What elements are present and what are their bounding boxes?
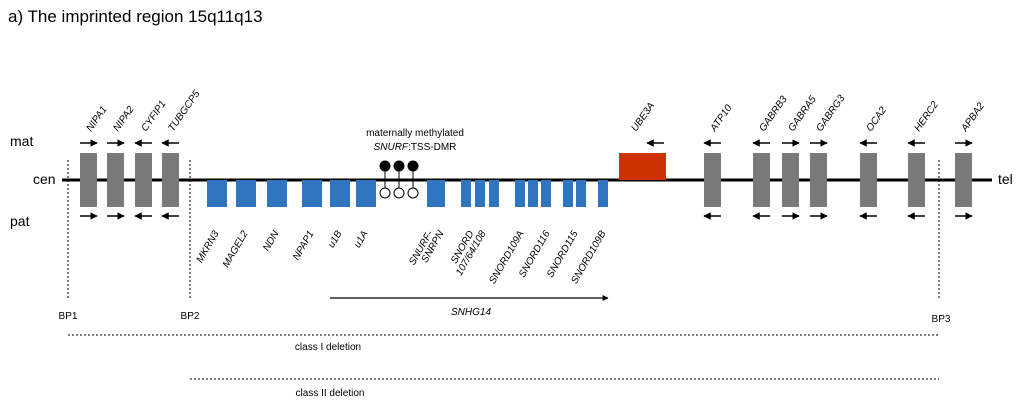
breakpoint-lines [67, 160, 940, 300]
tel-label: tel [998, 171, 1013, 187]
paternal-genes [207, 180, 608, 207]
gene-label-cyfip1: CYFIP1 [139, 99, 168, 134]
class-ii-deletion-label: class II deletion [296, 388, 365, 399]
gene-label-npap1: NPAP1 [291, 229, 317, 262]
gene-label-ube3a: UBE3A [629, 100, 657, 133]
bp1-label: BP1 [59, 311, 78, 322]
bp3-label: BP3 [932, 314, 951, 325]
gene-label-u1a: u1A [352, 229, 371, 250]
gene-label-nipa2: NIPA2 [111, 104, 136, 134]
gene-label-ndn: NDN [261, 228, 282, 253]
gene-label-mkrn3: MKRN3 [195, 229, 222, 265]
gene-label-magel2: MAGEL2 [221, 229, 251, 270]
methylation-label: maternally methylated [366, 128, 464, 139]
mat-label: mat [10, 133, 33, 149]
methylation-lollipops [379, 160, 419, 199]
cen-label: cen [33, 171, 56, 187]
gene-label-tubgcp5: TUBGCP5 [166, 88, 202, 133]
gene-label-u1b: u1B [326, 229, 345, 250]
class-i-deletion-label: class I deletion [295, 342, 361, 353]
methylation-dmr-label: SNURF:TSS-DMR [374, 142, 457, 153]
gene-label-gabrg3: GABRG3 [814, 93, 847, 134]
gene-label-apba2: APBA2 [959, 101, 987, 135]
gene-label-herc2: HERC2 [912, 99, 941, 133]
snhg14-label: SNHG14 [451, 307, 491, 318]
bp2-label: BP2 [181, 311, 200, 322]
pat-label: pat [10, 213, 30, 229]
gene-label-atp10: ATP10 [708, 103, 735, 135]
gene-label-oca2: OCA2 [864, 105, 889, 134]
biallelic-genes [80, 153, 972, 207]
gene-label-gabrb3: GABRB3 [757, 94, 790, 134]
figure-title: a) The imprinted region 15q11q13 [8, 7, 263, 26]
gene-label-nipa1: NIPA1 [84, 104, 109, 133]
ube3a-gene [619, 153, 666, 180]
